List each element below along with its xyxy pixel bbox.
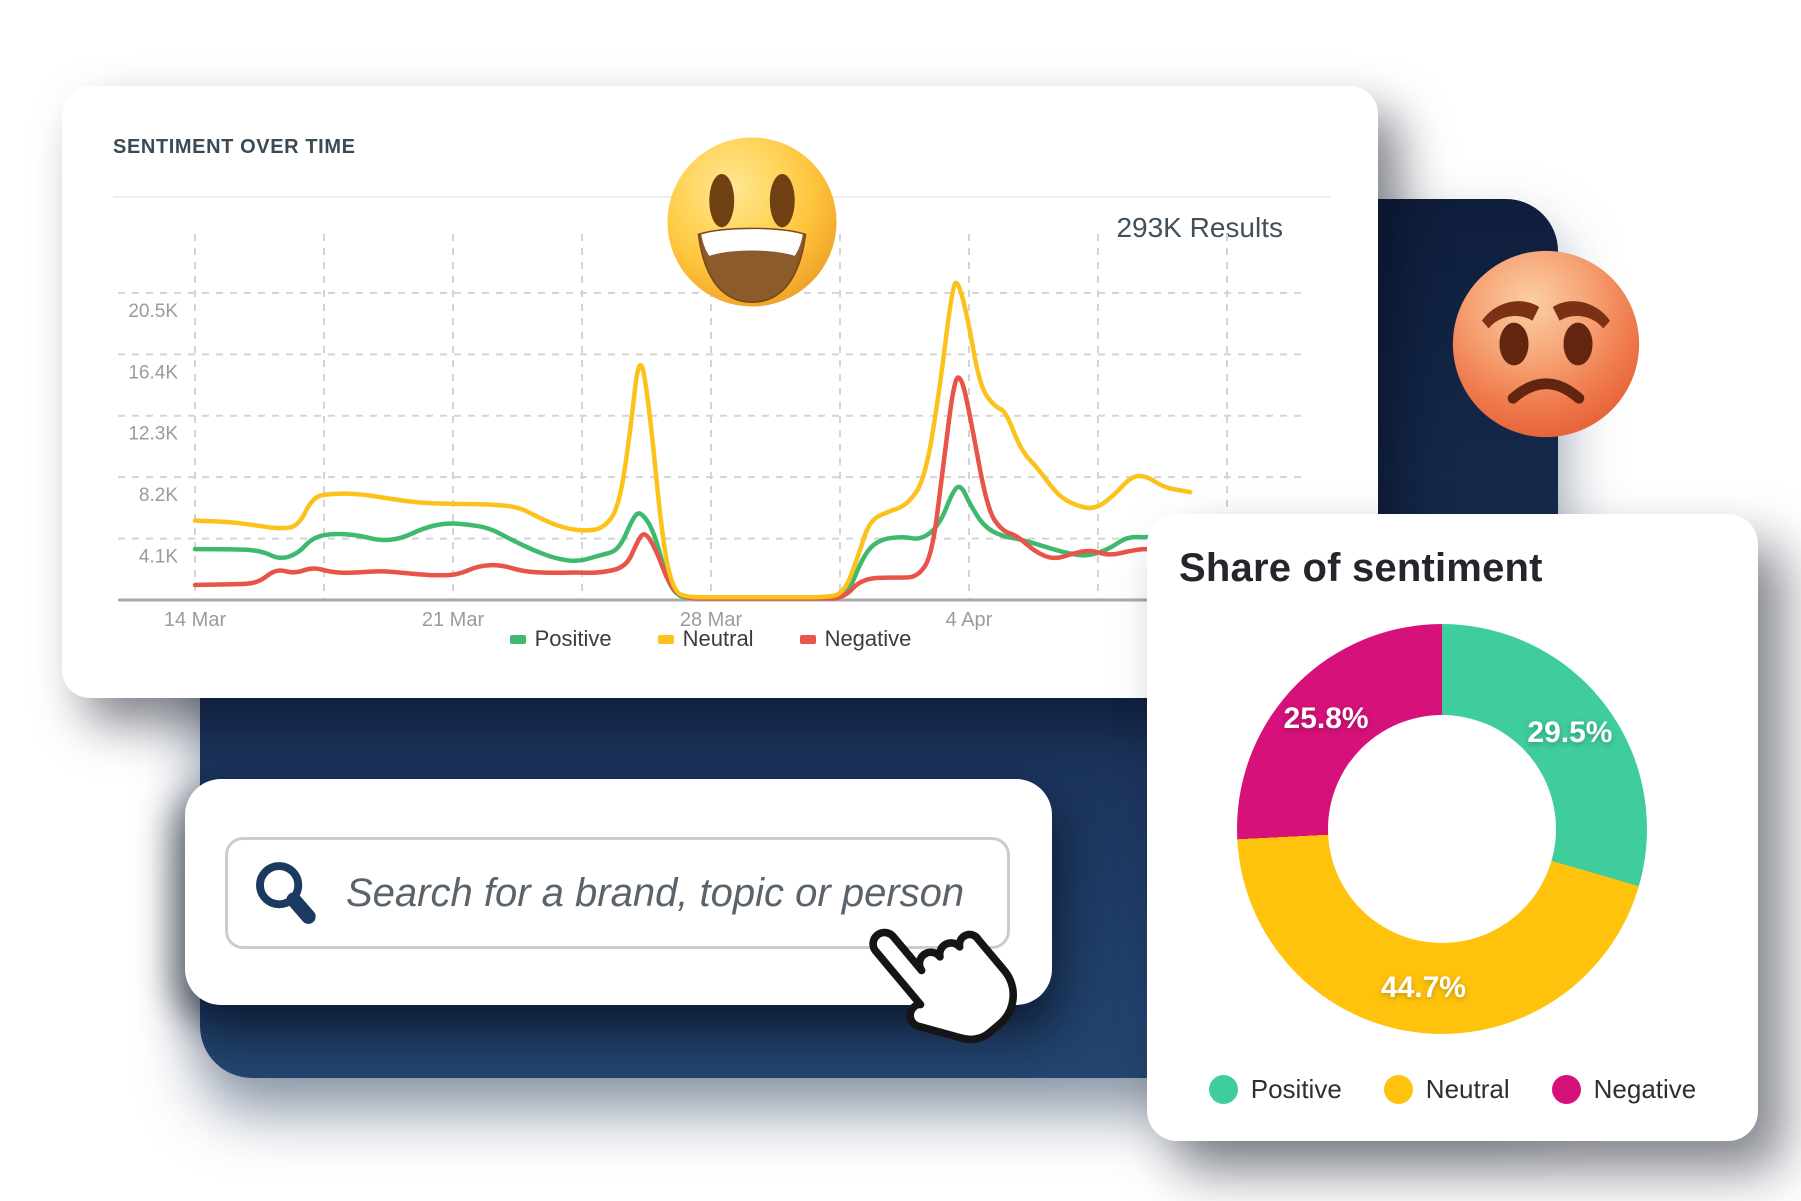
x-axis-label: 14 Mar: [164, 609, 227, 631]
donut-hole: [1328, 715, 1556, 943]
share-of-sentiment-card: Share of sentiment 29.5% 44.7% 25.8% Posit…: [1147, 514, 1758, 1141]
donut-value-label-negative: 25.8%: [1283, 701, 1369, 735]
grinning-face-emoji-icon: [667, 137, 837, 307]
legend-label: Positive: [1250, 1074, 1342, 1104]
y-axis-label: 8.2K: [139, 485, 178, 506]
results-count: 293K Results: [1116, 212, 1283, 243]
y-axis-label: 16.4K: [128, 362, 178, 383]
legend-swatch: [509, 634, 526, 644]
series-line-neutral: [192, 280, 1193, 600]
donut-legend-item-positive[interactable]: Positive: [1208, 1074, 1342, 1105]
legend-swatch: [799, 634, 816, 644]
donut-legend-item-negative[interactable]: Negative: [1551, 1074, 1697, 1105]
donut-value-label-positive: 29.5%: [1527, 715, 1613, 749]
legend-item-positive[interactable]: Positive: [509, 626, 612, 652]
donut-legend: Positive Neutral Negative: [1147, 1074, 1758, 1105]
x-axis-label: 28 Mar: [680, 609, 743, 631]
legend-item-neutral[interactable]: Neutral: [657, 626, 754, 652]
x-axis-label: 21 Mar: [422, 609, 485, 631]
legend-dot: [1383, 1075, 1413, 1104]
legend-label: Neutral: [1425, 1074, 1510, 1104]
card-title: SENTIMENT OVER TIME: [113, 136, 356, 158]
cursor-hand-icon: [869, 928, 1017, 1044]
legend-item-negative[interactable]: Negative: [799, 626, 912, 652]
card-title: Share of sentiment: [1179, 546, 1543, 590]
legend-dot: [1551, 1075, 1581, 1104]
legend-label: Negative: [824, 626, 912, 651]
y-axis-label: 4.1K: [139, 547, 178, 568]
legend-label: Neutral: [682, 626, 754, 651]
series-line-positive: [192, 484, 1193, 601]
line-chart-legend: Positive Neutral Negative: [118, 626, 1303, 652]
series-line-negative: [192, 375, 1193, 601]
legend-label: Negative: [1593, 1074, 1697, 1104]
sentiment-donut-chart: 29.5% 44.7% 25.8%: [1237, 624, 1647, 1034]
y-axis-label: 12.3K: [128, 424, 178, 445]
legend-swatch: [657, 634, 674, 644]
x-axis-label: 4 Apr: [946, 609, 993, 631]
legend-label: Positive: [534, 626, 612, 651]
donut-value-label-neutral: 44.7%: [1380, 970, 1466, 1004]
legend-dot: [1208, 1075, 1238, 1104]
angry-face-emoji-icon: [1452, 250, 1640, 438]
y-axis-label: 20.5K: [128, 301, 178, 322]
search-icon: [256, 862, 316, 924]
donut-legend-item-neutral[interactable]: Neutral: [1383, 1074, 1510, 1105]
